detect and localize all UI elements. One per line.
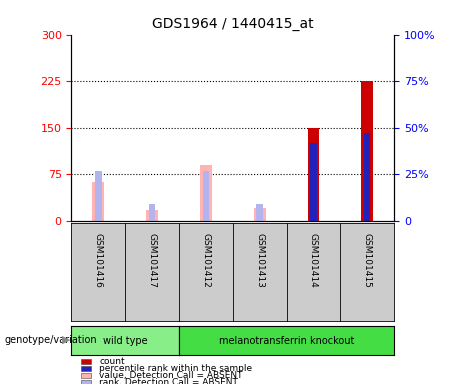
Bar xyxy=(361,81,373,221)
Bar xyxy=(256,204,263,221)
Text: percentile rank within the sample: percentile rank within the sample xyxy=(99,364,252,373)
Text: GSM101416: GSM101416 xyxy=(94,232,103,287)
Bar xyxy=(200,165,212,221)
Bar xyxy=(307,127,319,221)
Bar xyxy=(364,133,371,221)
Text: wild type: wild type xyxy=(103,336,148,346)
Text: GSM101414: GSM101414 xyxy=(309,232,318,287)
Bar xyxy=(95,170,101,221)
Bar xyxy=(146,210,158,221)
Text: rank, Detection Call = ABSENT: rank, Detection Call = ABSENT xyxy=(99,378,238,384)
Bar xyxy=(310,142,317,221)
Text: genotype/variation: genotype/variation xyxy=(5,335,97,345)
Bar xyxy=(254,209,266,221)
Text: ▶: ▶ xyxy=(62,335,71,345)
Text: value, Detection Call = ABSENT: value, Detection Call = ABSENT xyxy=(99,371,242,380)
Text: count: count xyxy=(99,357,125,366)
Text: GSM101417: GSM101417 xyxy=(148,232,157,287)
Text: GSM101412: GSM101412 xyxy=(201,232,210,287)
Text: GSM101413: GSM101413 xyxy=(255,232,264,287)
Bar xyxy=(92,182,104,221)
Text: melanotransferrin knockout: melanotransferrin knockout xyxy=(219,336,354,346)
Title: GDS1964 / 1440415_at: GDS1964 / 1440415_at xyxy=(152,17,313,31)
Bar xyxy=(149,204,155,221)
Bar xyxy=(203,170,209,221)
Text: GSM101415: GSM101415 xyxy=(363,232,372,287)
